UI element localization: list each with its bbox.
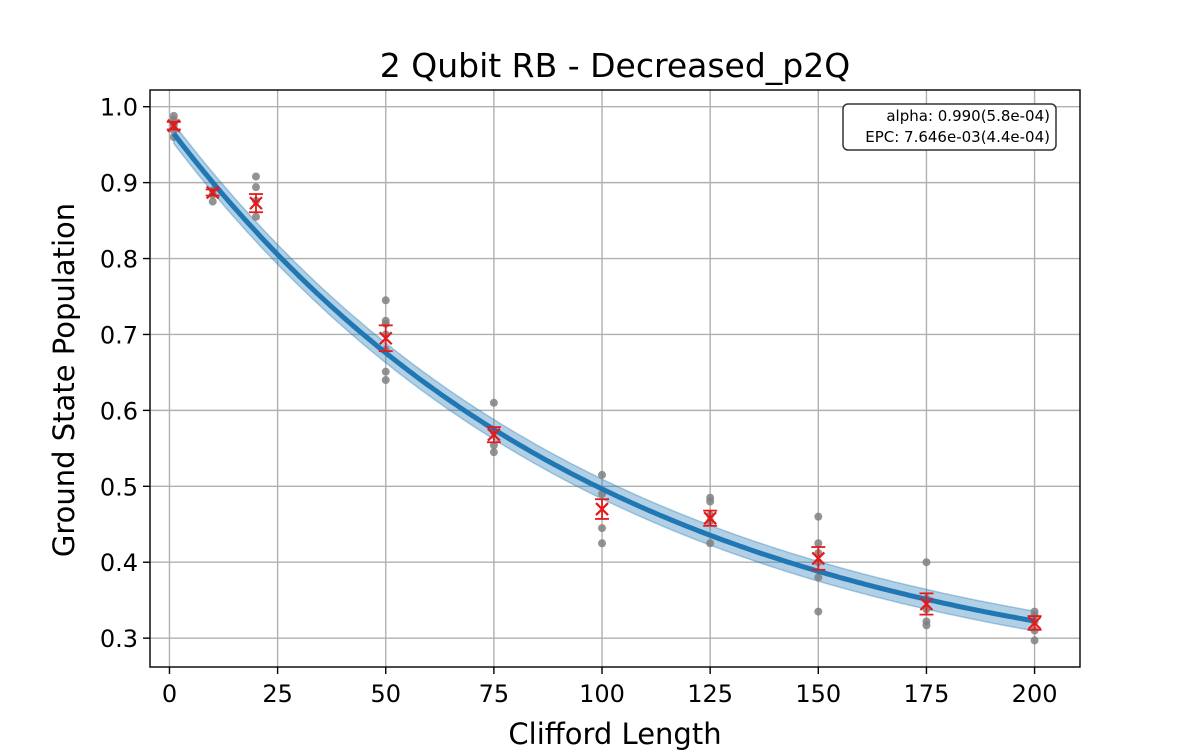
raw-data-points <box>169 111 1039 645</box>
raw-point <box>1030 636 1039 645</box>
mean-marker <box>1027 615 1042 631</box>
y-tick-label: 1.0 <box>100 94 138 122</box>
raw-point <box>706 497 715 506</box>
mean-marker <box>378 324 393 353</box>
y-tick-label: 0.4 <box>100 549 138 577</box>
raw-point <box>598 524 607 533</box>
raw-point <box>706 539 715 548</box>
raw-point <box>208 197 217 206</box>
mean-x-stroke <box>1027 616 1042 630</box>
mean-x-stroke <box>595 502 609 516</box>
mean-marker <box>811 546 826 571</box>
y-tick-label: 0.9 <box>100 170 138 198</box>
mean-marker <box>205 185 220 200</box>
mean-marker <box>166 118 181 133</box>
epc-annotation: EPC: 7.646e-03(4.4e-04) <box>865 128 1050 146</box>
raw-point <box>489 441 498 450</box>
x-tick-label: 150 <box>795 680 841 708</box>
mean-x-stroke <box>378 331 393 346</box>
y-tick-label: 0.5 <box>100 473 138 501</box>
x-tick-label: 75 <box>479 680 510 708</box>
raw-point <box>489 398 498 407</box>
raw-point <box>814 607 823 616</box>
alpha-annotation: alpha: 0.990(5.8e-04) <box>886 107 1050 125</box>
y-axis-label: Ground State Population <box>47 203 81 557</box>
y-tick-label: 0.3 <box>100 625 138 653</box>
mean-x-stroke <box>811 551 826 566</box>
mean-marker <box>248 193 263 214</box>
plot-frame <box>149 89 1081 668</box>
mean-marker <box>486 426 501 444</box>
x-tick-label: 50 <box>370 680 401 708</box>
grid <box>150 90 1080 667</box>
raw-point <box>922 621 931 630</box>
mean-markers <box>166 118 1042 631</box>
raw-point <box>251 212 260 221</box>
raw-point <box>381 376 390 385</box>
mean-x-stroke <box>487 427 501 442</box>
x-tick-label: 175 <box>904 680 950 708</box>
raw-point <box>922 558 931 567</box>
raw-point <box>814 512 823 521</box>
raw-point <box>598 470 607 479</box>
fit-confidence-band <box>173 121 1036 632</box>
y-tick-label: 0.7 <box>100 321 138 349</box>
mean-x-stroke <box>167 118 181 133</box>
mean-x-stroke <box>703 511 717 525</box>
raw-point <box>814 539 823 548</box>
raw-point <box>251 183 260 192</box>
y-tick-label: 0.8 <box>100 246 138 274</box>
x-tick-label: 125 <box>687 680 733 708</box>
raw-point <box>251 172 260 181</box>
y-tick-label: 0.6 <box>100 397 138 425</box>
mean-x-stroke <box>919 597 934 611</box>
chart-title: 2 Qubit RB - Decreased_p2Q <box>380 46 850 85</box>
raw-point <box>814 573 823 582</box>
x-tick-label: 25 <box>262 680 293 708</box>
fit-parameters-box: alpha: 0.990(5.8e-04) EPC: 7.646e-03(4.4… <box>842 103 1057 151</box>
x-tick-label: 100 <box>579 680 625 708</box>
mean-x-stroke <box>205 185 220 200</box>
x-tick-label: 0 <box>162 680 177 708</box>
fit-band-area <box>173 121 1036 632</box>
raw-point <box>381 296 390 305</box>
mean-x-stroke <box>249 196 263 210</box>
raw-point <box>489 448 498 457</box>
fit-parameters-frame <box>842 103 1057 151</box>
x-tick-label: 200 <box>1012 680 1058 708</box>
mean-marker <box>595 498 610 520</box>
fit-curve <box>171 132 1036 624</box>
fit-line <box>171 132 1036 624</box>
x-axis-label: Clifford Length <box>508 717 721 750</box>
mean-marker <box>919 592 934 616</box>
axis-ticks: 0 25 50 75 100 125 150 175 200 0.3 0.4 0.5 0.6 0.7 0.8… <box>100 94 1058 708</box>
mean-marker <box>703 509 718 527</box>
raw-point <box>598 539 607 548</box>
raw-point <box>381 367 390 376</box>
